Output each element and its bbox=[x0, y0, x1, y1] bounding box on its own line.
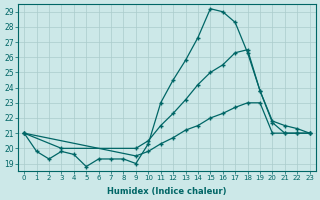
X-axis label: Humidex (Indice chaleur): Humidex (Indice chaleur) bbox=[107, 187, 227, 196]
